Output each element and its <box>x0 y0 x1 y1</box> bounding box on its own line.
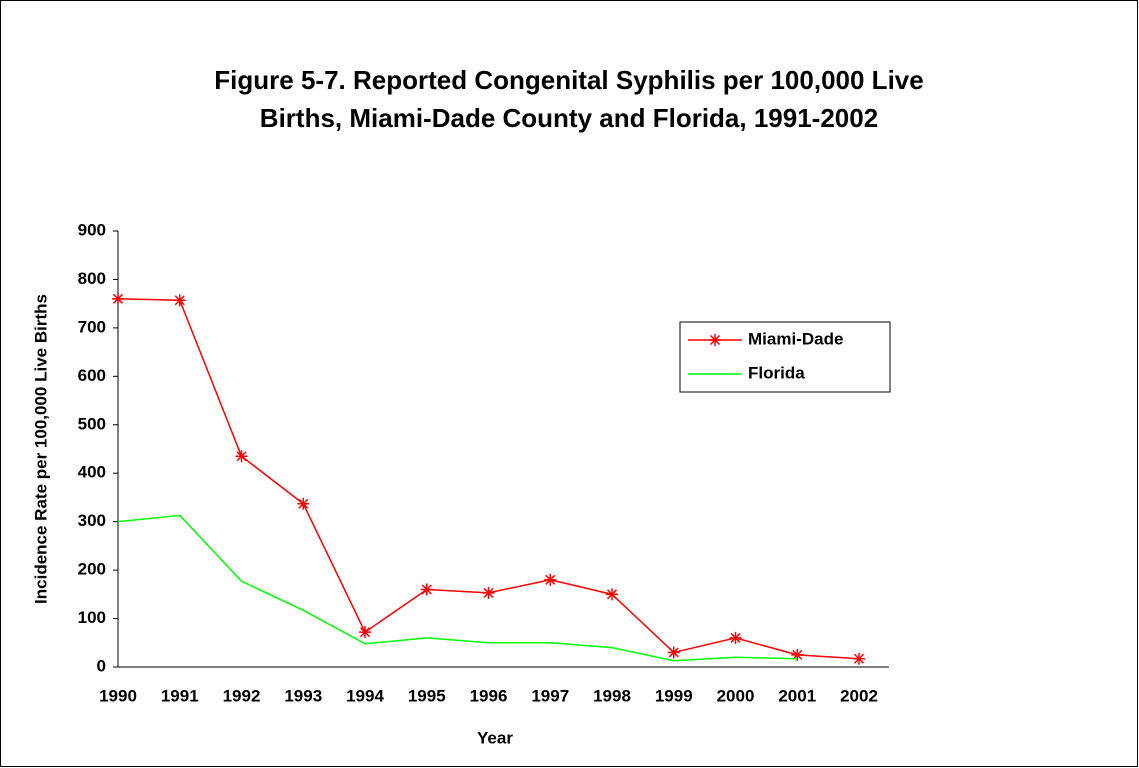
marker-stroke <box>236 451 247 462</box>
x-tick-label: 1995 <box>408 686 446 705</box>
legend-box <box>679 321 891 393</box>
marker-stroke <box>421 584 432 595</box>
y-tick-label: 400 <box>78 463 106 482</box>
data-point <box>297 497 310 510</box>
data-point <box>729 631 742 644</box>
marker-stroke <box>730 632 741 643</box>
marker-stroke <box>545 574 556 585</box>
y-tick-label: 200 <box>78 560 106 579</box>
y-tick-label: 700 <box>78 317 106 336</box>
x-tick-label: 1996 <box>470 686 508 705</box>
marker-stroke <box>112 293 124 304</box>
x-tick-label: 1993 <box>284 686 322 705</box>
marker-stroke <box>853 653 865 664</box>
x-tick-label: 1998 <box>593 686 631 705</box>
marker-stroke <box>359 627 371 638</box>
marker-stroke <box>709 334 721 346</box>
y-axis-label: Incidence Rate per 100,000 Live Births <box>31 294 50 604</box>
marker-stroke <box>668 647 679 658</box>
x-tick-label: 1999 <box>655 686 693 705</box>
legend-label: Florida <box>748 363 805 382</box>
data-point <box>112 292 124 305</box>
y-tick-label: 600 <box>78 366 106 385</box>
legend-marker <box>709 334 721 346</box>
data-point <box>359 626 371 639</box>
y-tick-label: 0 <box>97 656 106 675</box>
x-tick-label: 2001 <box>778 686 816 705</box>
x-tick-label: 1992 <box>223 686 261 705</box>
y-tick-label: 100 <box>78 608 106 627</box>
data-point <box>544 573 557 586</box>
x-tick-label: 1991 <box>161 686 199 705</box>
data-point <box>235 450 248 463</box>
data-point <box>667 646 680 659</box>
x-tick-label: 1997 <box>531 686 569 705</box>
data-point <box>173 294 186 307</box>
y-tick-label: 300 <box>78 511 106 530</box>
x-tick-label: 1990 <box>99 686 137 705</box>
chart-title: Figure 5-7. Reported Congenital Syphilis… <box>214 65 923 95</box>
marker-stroke <box>298 498 309 509</box>
data-point <box>482 586 495 599</box>
data-point <box>853 652 865 665</box>
x-tick-label: 2000 <box>717 686 755 705</box>
marker-stroke <box>174 295 185 306</box>
marker-stroke <box>792 649 803 660</box>
x-tick-label: 2002 <box>840 686 878 705</box>
y-tick-label: 500 <box>78 414 106 433</box>
data-point <box>791 648 804 661</box>
chart-title: Births, Miami-Dade County and Florida, 1… <box>260 103 878 133</box>
series-line <box>117 514 798 662</box>
marker-stroke <box>483 587 494 598</box>
x-tick-label: 1994 <box>346 686 384 705</box>
x-axis-label: Year <box>477 728 513 747</box>
y-tick-label: 900 <box>78 220 106 239</box>
y-tick-label: 800 <box>78 269 106 288</box>
legend-label: Miami-Dade <box>748 329 843 348</box>
marker-stroke <box>606 589 618 600</box>
data-point <box>606 588 618 601</box>
data-point <box>420 583 433 596</box>
